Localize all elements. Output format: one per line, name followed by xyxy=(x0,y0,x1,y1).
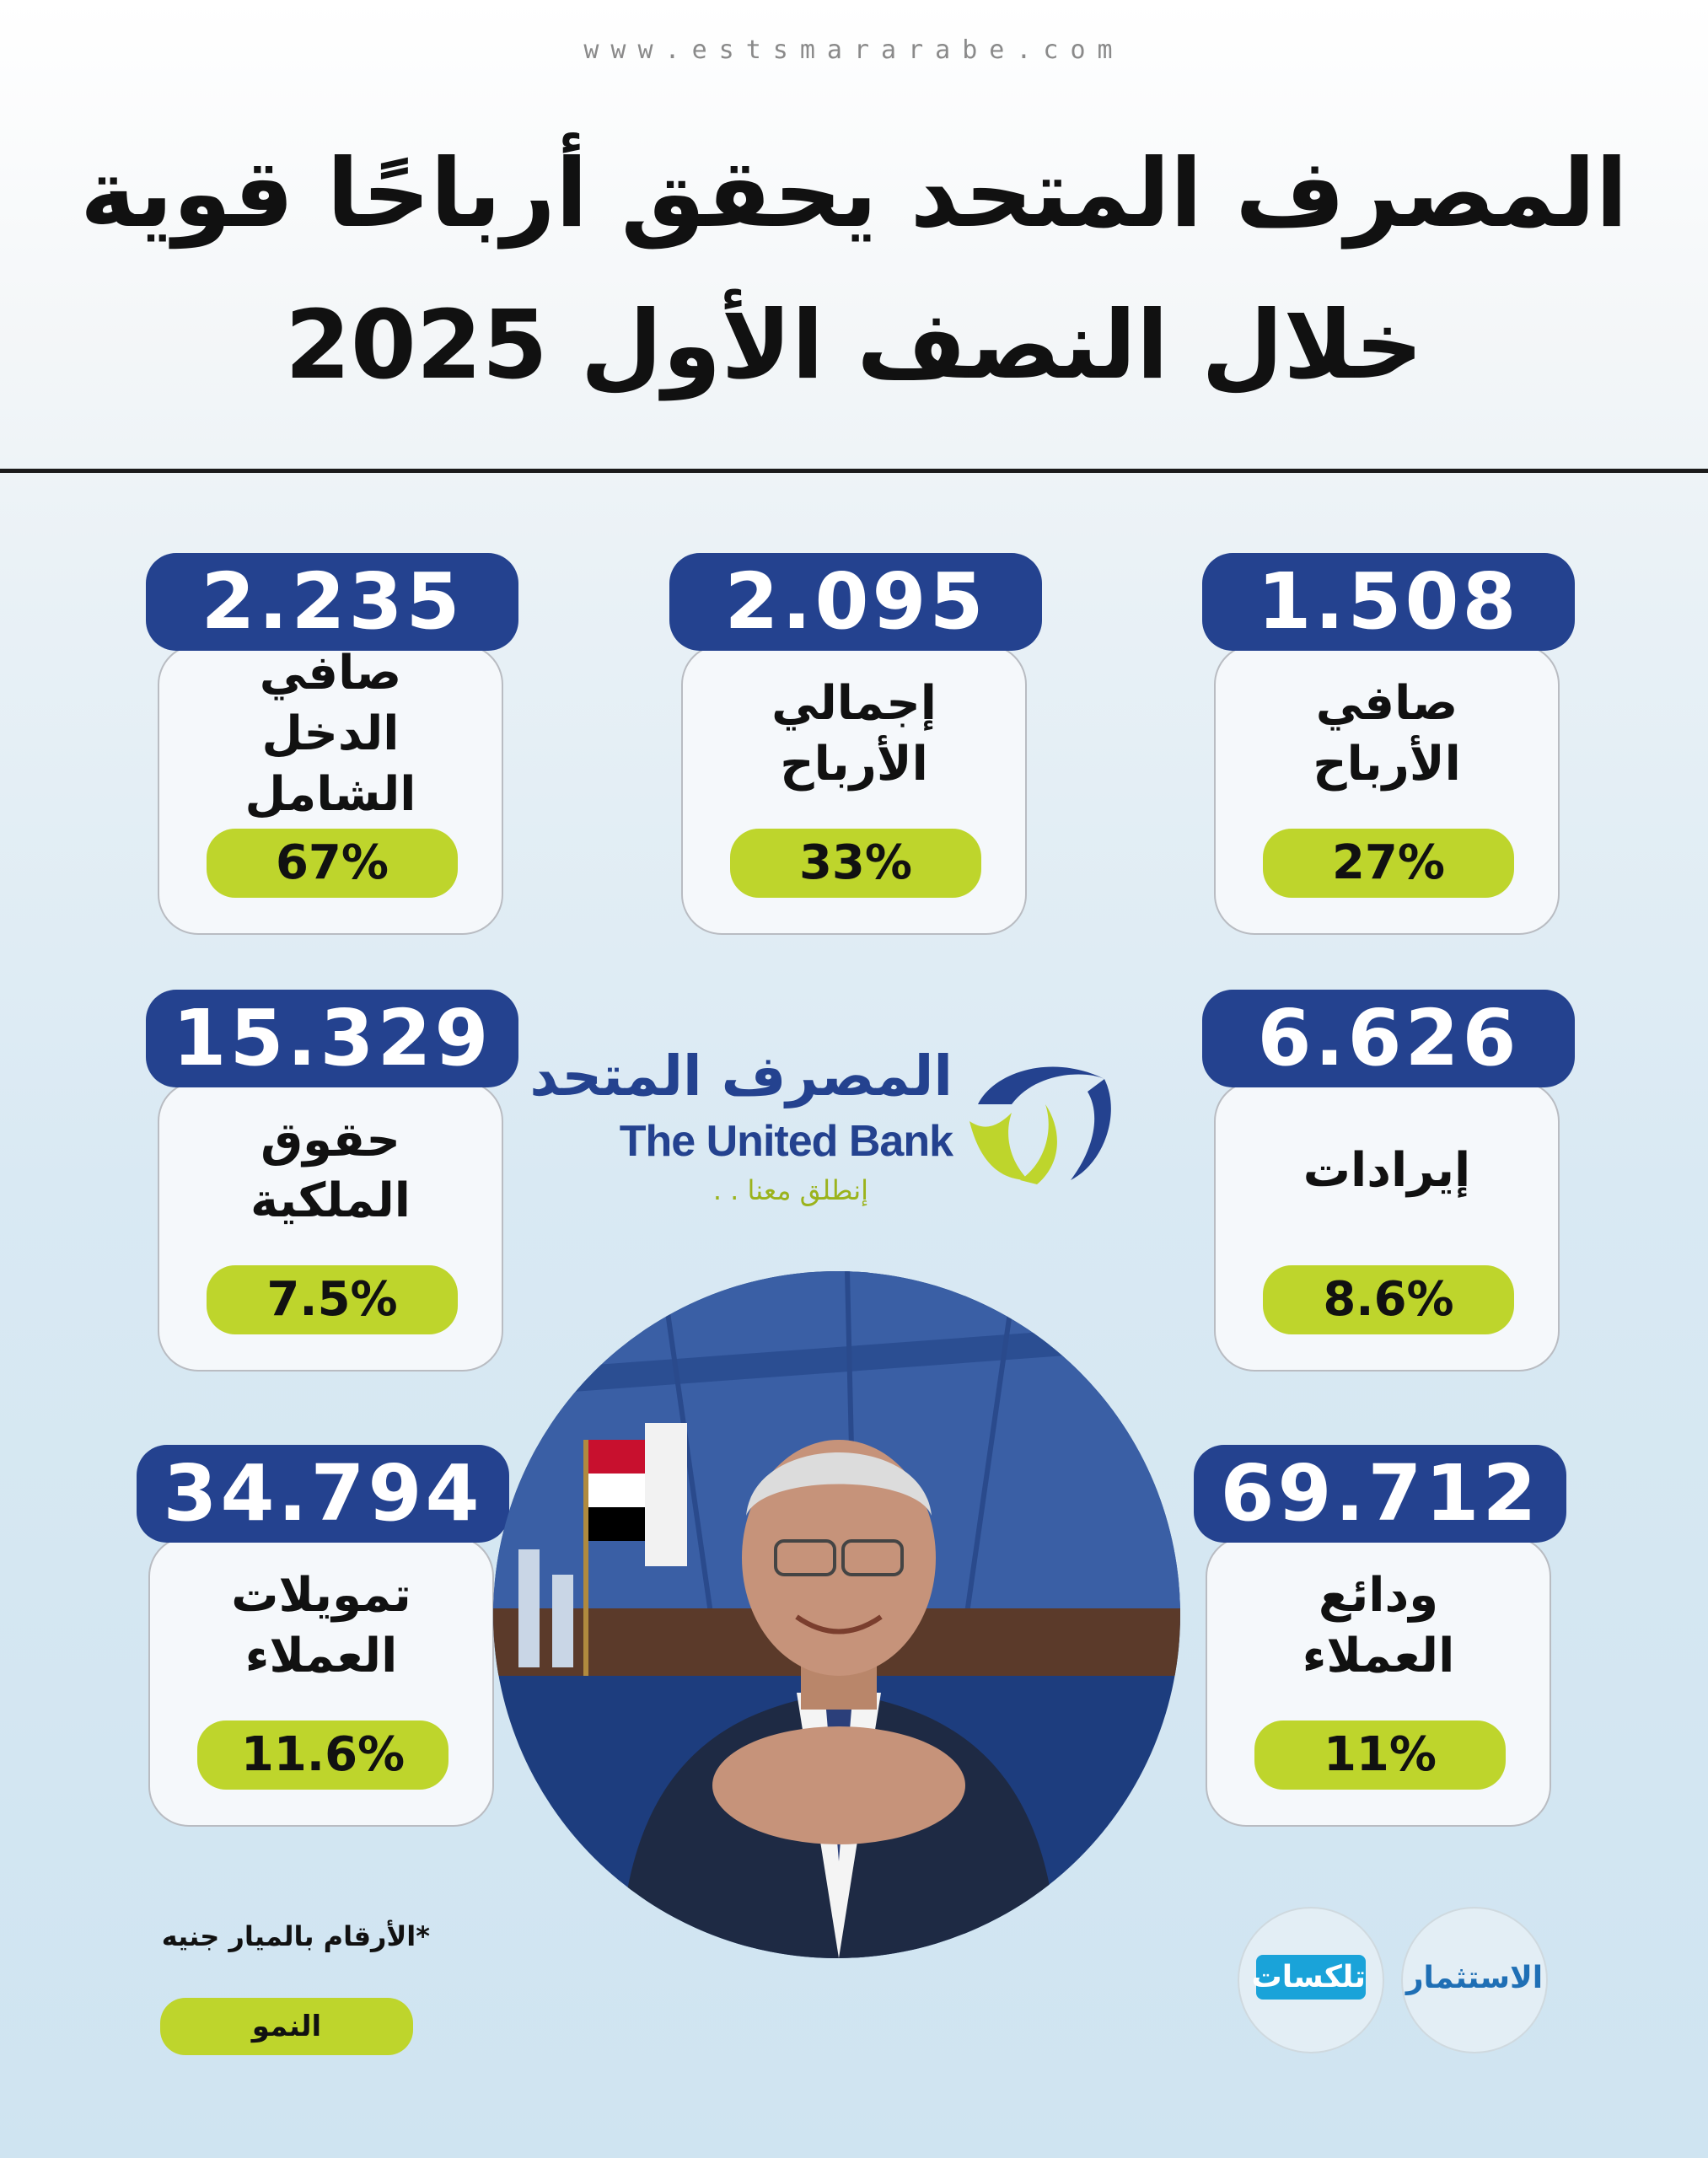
metric-card-deposits: 69.712 ودائع العملاء 11% xyxy=(1194,1445,1566,1827)
metric-growth: 8.6% xyxy=(1263,1265,1514,1334)
metric-card-net-profit: 1.508 صافي الأرباح 27% xyxy=(1202,553,1575,935)
title-line-1: المصرف المتحد يحقق أرباحًا قوية xyxy=(80,139,1628,249)
bank-emblem-icon xyxy=(969,1066,1111,1184)
metric-label: إجمالي الأرباح xyxy=(771,676,937,792)
metric-growth: 27% xyxy=(1263,829,1514,898)
page-title: المصرف المتحد يحقق أرباحًا قوية خلال الن… xyxy=(0,118,1708,421)
metric-value: 1.508 xyxy=(1202,553,1575,651)
metric-card-equity: 15.329 حقوق الملكية 7.5% xyxy=(146,990,518,1372)
metric-value: 69.712 xyxy=(1194,1445,1566,1543)
metric-label: ودائع العملاء xyxy=(1302,1568,1455,1683)
metric-growth: 11.6% xyxy=(197,1720,448,1790)
metric-growth: 33% xyxy=(730,829,981,898)
telexat-logo: تلكسات xyxy=(1238,1907,1384,2053)
title-line-2: خلال النصف الأول 2025 xyxy=(284,291,1424,400)
ceo-photo xyxy=(493,1271,1180,1958)
metric-label: حقوق الملكية xyxy=(250,1113,411,1228)
ceo-portrait-image xyxy=(493,1271,1180,1958)
metric-value: 6.626 xyxy=(1202,990,1575,1087)
telexat-logo-text: تلكسات xyxy=(1252,1955,1366,2000)
alestethmar-logo: الاستثمار xyxy=(1401,1907,1548,2053)
growth-legend: النمو xyxy=(160,1998,413,2055)
metric-card-revenue: 6.626 إيرادات 8.6% xyxy=(1202,990,1575,1372)
bank-logo: المصرف المتحد The United Bank إنطلق معنا… xyxy=(529,1044,1121,1212)
metric-label: صافي الأرباح xyxy=(1313,676,1461,792)
metric-growth: 67% xyxy=(207,829,458,898)
metric-label: صافي الدخل الشامل xyxy=(244,646,416,822)
title-divider xyxy=(0,469,1708,473)
units-note: *الأرقام بالميار جنيه xyxy=(161,1920,430,1952)
metric-growth: 11% xyxy=(1254,1720,1506,1790)
logo-name-en: The United Bank xyxy=(619,1117,953,1166)
metric-value: 2.095 xyxy=(669,553,1042,651)
metric-label: إيرادات xyxy=(1302,1143,1471,1198)
metric-growth: 7.5% xyxy=(207,1265,458,1334)
alestethmar-logo-text: الاستثمار xyxy=(1405,1961,1544,1995)
logo-name-ar: المصرف المتحد xyxy=(529,1044,953,1109)
metric-value: 15.329 xyxy=(146,990,518,1087)
logo-tagline: إنطلق معنا . . xyxy=(712,1174,868,1206)
metric-card-total-profit: 2.095 إجمالي الأرباح 33% xyxy=(669,553,1042,935)
metric-card-loans: 34.794 تمويلات العملاء 11.6% xyxy=(137,1445,509,1827)
metric-card-comprehensive-income: 2.235 صافي الدخل الشامل 67% xyxy=(146,553,518,935)
metric-label: تمويلات العملاء xyxy=(231,1568,411,1683)
metric-value: 34.794 xyxy=(137,1445,509,1543)
metric-value: 2.235 xyxy=(146,553,518,651)
website-url: www.estsmararabe.com xyxy=(583,35,1125,65)
